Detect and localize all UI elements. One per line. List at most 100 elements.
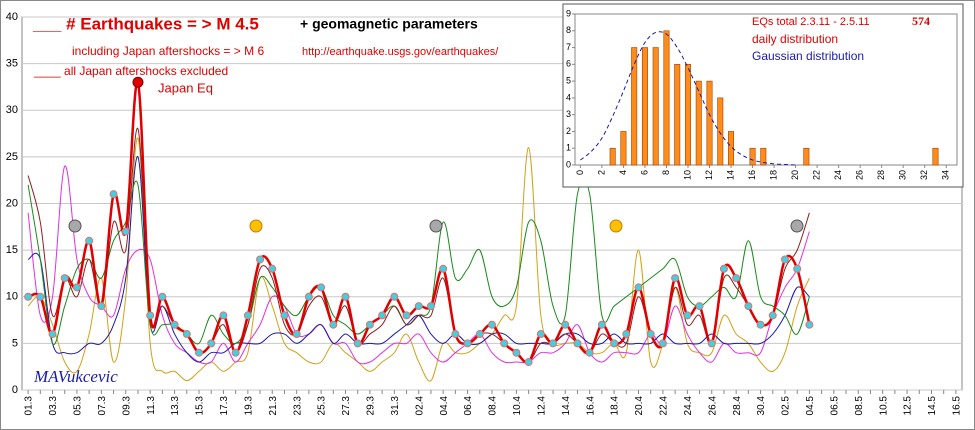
x-tick-label: 12.5 xyxy=(903,396,914,416)
bar xyxy=(749,147,756,166)
point xyxy=(488,320,496,329)
phase-marker xyxy=(249,219,263,233)
x-tick-label: 06.4 xyxy=(463,396,474,416)
bar xyxy=(674,64,681,166)
point xyxy=(756,320,765,329)
x-tick-label: 20 xyxy=(790,170,800,180)
bar xyxy=(728,131,735,166)
x-tick-label: 24 xyxy=(833,170,843,180)
y-tick-label: 5 xyxy=(12,337,18,349)
x-tick-label: 22.4 xyxy=(659,396,670,416)
x-tick-label: 12 xyxy=(704,170,714,180)
x-tick-label: 23.3 xyxy=(292,396,303,416)
x-tick-label: 11.3 xyxy=(146,396,157,415)
point xyxy=(561,320,570,329)
point xyxy=(207,339,216,348)
x-tick-label: 04.5 xyxy=(805,396,816,416)
x-tick-label: 29.3 xyxy=(366,396,377,416)
x-tick-label: 05.3 xyxy=(73,396,84,416)
point xyxy=(451,330,460,339)
point xyxy=(390,292,399,301)
bar xyxy=(695,80,702,166)
point xyxy=(231,348,240,357)
x-tick-label: 6 xyxy=(639,170,649,175)
point xyxy=(402,311,411,320)
point xyxy=(475,330,484,339)
point xyxy=(610,339,619,348)
point xyxy=(256,255,265,264)
point xyxy=(573,339,582,348)
point xyxy=(744,302,753,311)
point xyxy=(48,330,57,339)
signature: MAVukcevic xyxy=(33,367,118,386)
x-tick-label: 8 xyxy=(661,170,671,175)
y-tick-label: 0 xyxy=(12,384,18,396)
y-tick-label: 10 xyxy=(6,291,18,303)
point xyxy=(341,292,350,301)
point xyxy=(365,320,374,329)
point xyxy=(793,264,802,273)
x-tick-label: 16 xyxy=(747,170,757,180)
point xyxy=(524,358,533,367)
inset-plot-area xyxy=(574,13,958,166)
point xyxy=(414,302,423,311)
point xyxy=(268,264,277,273)
note: including Japan aftershocks = > M 6 xyxy=(72,44,264,58)
inset-title: EQs total 2.3.11 - 2.5.11 xyxy=(752,16,870,28)
x-tick-label: 24.4 xyxy=(683,396,694,416)
x-tick-label: 21.3 xyxy=(268,396,279,416)
point xyxy=(85,236,94,245)
bar xyxy=(684,64,691,166)
y-tick-label: 20 xyxy=(6,197,18,209)
x-tick-label: 25.3 xyxy=(317,396,328,416)
x-tick-label: 10.4 xyxy=(512,396,523,416)
x-tick-label: 16.5 xyxy=(952,396,963,416)
y-tick-label: 40 xyxy=(6,11,18,23)
peak-marker xyxy=(132,76,144,88)
point xyxy=(195,348,204,357)
point xyxy=(97,302,106,311)
x-tick-label: 18 xyxy=(768,170,778,180)
phase-markers xyxy=(68,219,804,233)
y-tick-label: 1 xyxy=(566,143,571,153)
x-tick-label: 10.5 xyxy=(878,396,889,416)
chart-subtitle: + geomagnetic parameters xyxy=(300,16,478,32)
annotation: Japan Eq xyxy=(158,80,213,95)
point xyxy=(378,311,387,320)
y-tick-label: 8 xyxy=(566,25,571,35)
point xyxy=(304,292,313,301)
x-tick-label: 19.3 xyxy=(243,396,254,416)
x-tick-label: 16.4 xyxy=(585,396,596,416)
point xyxy=(719,264,728,273)
point xyxy=(463,339,472,348)
x-tick-label: 07.3 xyxy=(97,396,108,416)
x-tick-label: 17.3 xyxy=(219,396,230,416)
x-tick-label: 06.5 xyxy=(829,396,840,416)
x-tick-label: 0 xyxy=(575,170,585,175)
x-tick-label: 22 xyxy=(811,170,821,180)
x-tick-label: 27.3 xyxy=(341,396,352,416)
legend-entry: daily distribution xyxy=(752,32,838,46)
y-tick-label: 7 xyxy=(566,42,571,52)
point xyxy=(60,274,69,283)
x-tick-label: 15.3 xyxy=(195,396,206,416)
gaussian-curve xyxy=(580,31,796,166)
y-tick-label: 2 xyxy=(566,126,571,136)
point xyxy=(634,283,643,292)
x-tick-label: 14.4 xyxy=(561,396,572,416)
point xyxy=(536,330,545,339)
y-tick-label: 0 xyxy=(566,159,571,169)
point xyxy=(329,320,338,329)
legend-entry: Gaussian distribution xyxy=(752,49,864,63)
y-tick-label: 30 xyxy=(6,104,18,116)
point xyxy=(121,227,130,236)
chart-title: ___ # Earthquakes = > M 4.5 xyxy=(32,14,259,33)
x-tick-label: 30 xyxy=(898,170,908,180)
phase-marker xyxy=(68,219,82,233)
x-tick-label: 20.4 xyxy=(634,396,645,416)
url: http://earthquake.usgs.gov/earthquakes/ xyxy=(302,46,499,58)
x-tick-label: 01.3 xyxy=(24,396,35,416)
x-tick-label: 28 xyxy=(876,170,886,180)
point xyxy=(732,274,741,283)
